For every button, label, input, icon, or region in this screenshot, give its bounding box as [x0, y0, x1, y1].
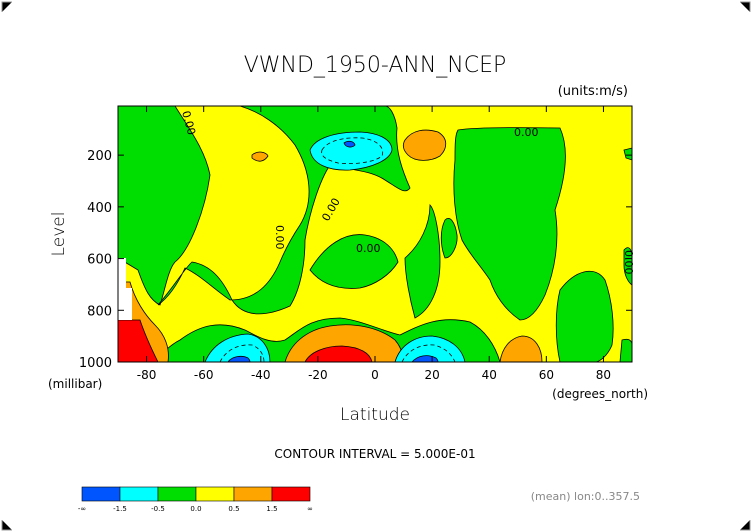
contour-interval: CONTOUR INTERVAL = 5.000E-01 — [274, 447, 475, 461]
colorbar-tick-label: -1.5 — [113, 505, 127, 513]
x-tick-label: -20 — [308, 368, 328, 382]
x-tick-label: 20 — [424, 368, 439, 382]
y-tick-label: 600 — [87, 253, 112, 268]
x-axis-label: Latitude — [340, 405, 410, 425]
footnote: (mean) lon:0..357.5 — [531, 490, 640, 503]
x-tick-label: 0 — [371, 368, 379, 382]
region-orange — [251, 151, 269, 162]
colorbar-tick-label: 0.5 — [228, 505, 239, 513]
plot-area: 0.00 0.00 0.00 0.00 0.00 0.00 -80 -60 -40-… — [79, 105, 635, 382]
x-tick-label: 60 — [539, 368, 554, 382]
x-tick-label: 40 — [482, 368, 497, 382]
colorbar-swatch — [195, 486, 235, 502]
missing-data-area — [118, 258, 132, 320]
units-label: (units:m/s) — [558, 84, 628, 99]
region-green — [404, 204, 441, 319]
region-green — [623, 147, 632, 161]
region-blue — [343, 140, 356, 148]
region-green — [619, 338, 632, 362]
region-cyan — [204, 333, 271, 362]
colorbar-tick-label: 1.5 — [266, 505, 277, 513]
colorbar-swatch — [81, 486, 121, 502]
region-cyan — [394, 335, 466, 362]
colorbar-swatch — [119, 486, 159, 502]
y-unit-label: (millibar) — [48, 377, 102, 391]
x-tick-label: -40 — [251, 368, 271, 382]
negative-contours — [219, 137, 456, 362]
y-tick-label: 400 — [87, 201, 112, 216]
region-green — [623, 247, 632, 286]
contour-label: 0.00 — [273, 225, 286, 250]
colorbar-tick-label: ∞ — [307, 505, 313, 513]
contour-label: 0.00 — [622, 250, 635, 275]
region-green — [118, 106, 211, 306]
y-axis: 200 400 600 800 1000 — [79, 149, 632, 371]
y-tick-label: 1000 — [79, 356, 112, 371]
x-tick-label: -80 — [137, 368, 157, 382]
x-tick-label: 80 — [596, 368, 611, 382]
contour-label: 0.00 — [179, 109, 198, 136]
colorbar-swatch — [271, 486, 311, 502]
contour-label: 0.00 — [514, 126, 539, 139]
contour-label: 0.00 — [356, 242, 381, 255]
colorbar-tick-label: -0.5 — [151, 505, 165, 513]
region-green — [555, 270, 614, 362]
y-axis-label: Level — [49, 212, 69, 257]
region-orange — [402, 129, 447, 161]
region-orange — [499, 335, 543, 362]
y-tick-label: 800 — [87, 304, 112, 319]
chart-title: VWND_1950-ANN_NCEP — [244, 53, 507, 78]
x-axis: -80 -60 -40 -20 0 20 40 60 80 — [137, 106, 611, 382]
colorbar-tick-label: 0.0 — [190, 505, 201, 513]
region-green — [309, 234, 399, 289]
colorbar: -∞ -1.5 -0.5 0.0 0.5 1.5 ∞ — [78, 486, 313, 513]
colorbar-swatch — [233, 486, 273, 502]
x-unit-label: (degrees_north) — [552, 387, 648, 401]
region-red — [304, 345, 373, 362]
y-tick-label: 200 — [87, 149, 112, 164]
region-green — [453, 127, 566, 321]
x-tick-label: -60 — [194, 368, 214, 382]
colorbar-swatch — [157, 486, 197, 502]
colorbar-tick-label: -∞ — [78, 505, 86, 513]
region-green — [440, 218, 458, 259]
